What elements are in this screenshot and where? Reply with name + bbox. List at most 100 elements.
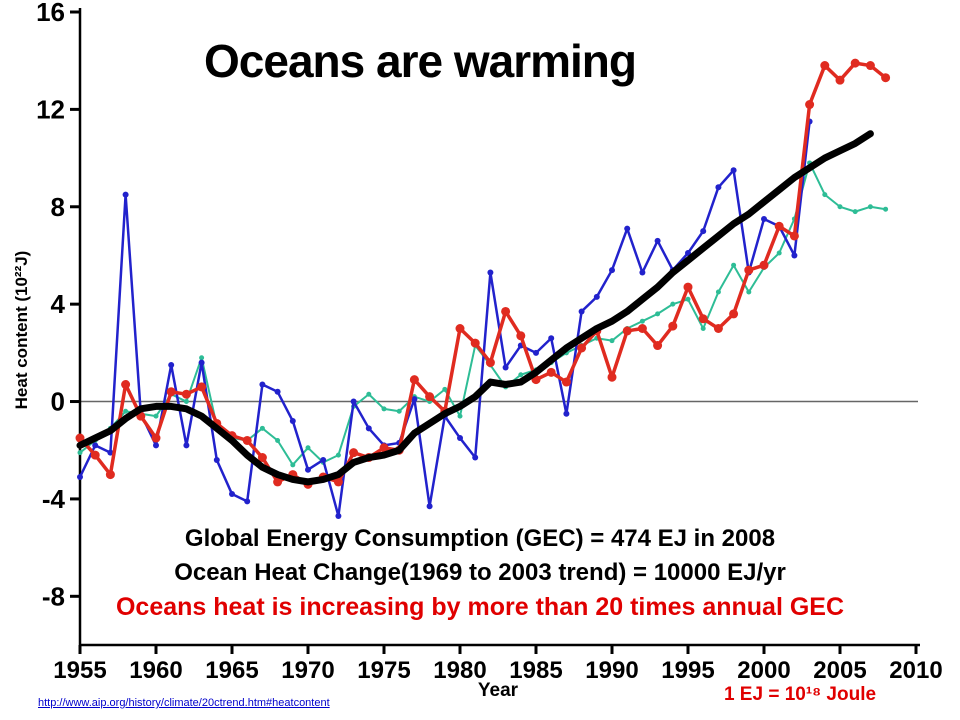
marker-blue-analysis xyxy=(77,474,83,481)
marker-red-analysis xyxy=(181,389,191,399)
marker-blue-analysis xyxy=(426,503,433,510)
marker-red-analysis xyxy=(546,367,556,377)
marker-teal-analysis xyxy=(123,408,129,414)
marker-red-analysis xyxy=(379,443,389,453)
marker-blue-analysis xyxy=(761,215,767,222)
x-tick-label: 1965 xyxy=(205,657,258,684)
marker-teal-analysis xyxy=(335,452,341,458)
y-tick-label: 12 xyxy=(36,94,65,124)
marker-teal-analysis xyxy=(655,311,661,317)
x-tick-label: 1980 xyxy=(433,657,486,684)
marker-teal-analysis xyxy=(867,204,873,210)
marker-blue-analysis xyxy=(335,512,342,519)
marker-blue-analysis xyxy=(259,381,266,388)
marker-blue-analysis xyxy=(578,308,585,315)
marker-blue-analysis xyxy=(685,250,691,257)
annotation-gec: Global Energy Consumption (GEC) = 474 EJ… xyxy=(184,525,776,552)
marker-blue-analysis xyxy=(153,442,159,449)
x-tick-label: 1955 xyxy=(53,657,106,684)
marker-red-analysis xyxy=(166,387,176,397)
marker-blue-analysis xyxy=(457,435,463,442)
marker-blue-analysis xyxy=(654,237,661,244)
marker-red-analysis xyxy=(729,309,739,319)
marker-red-analysis xyxy=(820,61,830,71)
y-tick-label: 8 xyxy=(51,192,65,222)
marker-red-analysis xyxy=(470,338,480,348)
marker-blue-analysis xyxy=(289,418,296,425)
marker-teal-analysis xyxy=(442,386,448,392)
y-tick-label: 16 xyxy=(36,0,65,27)
marker-red-analysis xyxy=(151,433,161,443)
marker-red-analysis xyxy=(607,372,617,382)
marker-red-analysis xyxy=(197,382,207,392)
marker-red-analysis xyxy=(653,341,663,351)
marker-blue-analysis xyxy=(487,269,494,276)
marker-blue-analysis xyxy=(593,293,600,300)
marker-teal-analysis xyxy=(837,204,843,210)
marker-teal-analysis xyxy=(639,318,645,324)
marker-red-analysis xyxy=(501,306,511,316)
marker-teal-analysis xyxy=(275,437,281,443)
marker-blue-analysis xyxy=(730,167,737,174)
marker-blue-analysis xyxy=(274,388,281,395)
marker-red-analysis xyxy=(683,282,693,292)
marker-red-analysis xyxy=(698,314,708,324)
y-axis-label: Heat content (10²²J) xyxy=(12,250,31,410)
marker-teal-analysis xyxy=(609,338,615,344)
x-tick-label: 1960 xyxy=(129,657,182,684)
marker-red-analysis xyxy=(349,448,359,458)
marker-red-analysis xyxy=(577,343,587,353)
marker-red-analysis xyxy=(850,58,860,68)
series-red-analysis xyxy=(78,61,888,487)
marker-blue-analysis xyxy=(229,491,235,498)
x-axis-label: Year xyxy=(477,680,519,701)
marker-blue-analysis xyxy=(244,498,251,505)
marker-red-analysis xyxy=(425,392,435,402)
marker-teal-analysis xyxy=(290,462,296,468)
x-tick-label: 1975 xyxy=(357,657,410,684)
marker-red-analysis xyxy=(865,61,875,71)
marker-red-analysis xyxy=(409,375,419,385)
marker-red-analysis xyxy=(668,321,678,331)
annotation-conclusion: Oceans heat is increasing by more than 2… xyxy=(115,593,845,621)
x-tick-label: 1995 xyxy=(661,657,714,684)
marker-blue-analysis xyxy=(563,410,570,417)
marker-red-analysis xyxy=(485,358,495,368)
marker-blue-analysis xyxy=(122,191,129,198)
marker-teal-analysis xyxy=(518,372,524,378)
y-tick-label: -4 xyxy=(42,484,66,514)
marker-teal-analysis xyxy=(396,408,402,414)
marker-red-analysis xyxy=(273,477,283,487)
marker-red-analysis xyxy=(637,324,647,333)
marker-teal-analysis xyxy=(457,413,463,419)
marker-blue-analysis xyxy=(213,456,220,463)
marker-blue-analysis xyxy=(365,425,372,432)
marker-red-analysis xyxy=(835,75,845,85)
ej-definition-footnote: 1 EJ = 10¹⁸ Joule xyxy=(723,684,877,705)
marker-blue-analysis xyxy=(533,349,539,356)
marker-blue-analysis xyxy=(198,359,205,366)
marker-red-analysis xyxy=(713,324,723,333)
marker-blue-analysis xyxy=(609,267,615,274)
page-title: Oceans are warming xyxy=(204,35,637,87)
marker-red-analysis xyxy=(121,379,131,389)
marker-blue-analysis xyxy=(350,398,357,405)
marker-teal-analysis xyxy=(715,289,721,295)
marker-teal-analysis xyxy=(305,445,311,451)
marker-blue-analysis xyxy=(320,456,327,463)
marker-teal-analysis xyxy=(883,206,889,212)
source-link[interactable]: http://www.aip.org/history/climate/20ctr… xyxy=(38,697,330,709)
marker-blue-analysis xyxy=(92,442,99,449)
x-tick-label: 2005 xyxy=(813,657,866,684)
marker-red-analysis xyxy=(516,331,526,341)
marker-blue-analysis xyxy=(472,454,479,461)
marker-blue-analysis xyxy=(168,362,175,369)
x-tick-label: 1990 xyxy=(585,657,638,684)
x-tick-label: 1970 xyxy=(281,657,334,684)
marker-red-analysis xyxy=(744,265,754,275)
annotation-block: Global Energy Consumption (GEC) = 474 EJ… xyxy=(60,522,900,624)
marker-red-analysis xyxy=(622,326,632,336)
marker-teal-analysis xyxy=(183,399,189,405)
